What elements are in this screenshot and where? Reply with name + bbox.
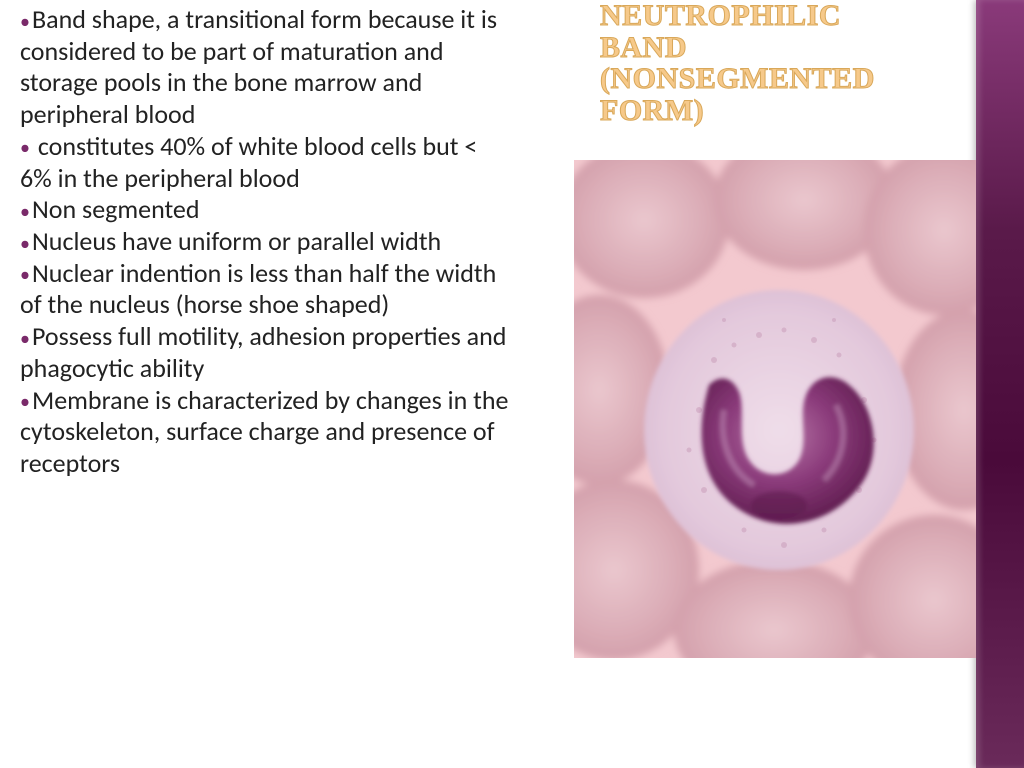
title-line: FORM) [600, 95, 980, 127]
list-item: • constitutes 40% of white blood cells b… [20, 131, 510, 194]
bullet-text: Nuclear indention is less than half the … [20, 257, 496, 321]
bullet-icon: • [20, 327, 32, 351]
bullet-text: Band shape, a transitional form because … [20, 3, 497, 130]
list-item: •Non segmented [20, 194, 510, 226]
bullet-list: •Band shape, a transitional form because… [20, 4, 510, 480]
bullet-icon: • [20, 390, 32, 414]
bullet-icon: • [20, 232, 32, 256]
neutrophil-band-micrograph [574, 160, 976, 658]
title-line: NEUTROPHILIC [600, 0, 980, 32]
bullet-text: constitutes 40% of white blood cells but… [20, 130, 477, 194]
bullet-icon: • [20, 136, 32, 160]
bullet-text: Possess full motility, adhesion properti… [20, 320, 506, 384]
bullet-icon: • [20, 263, 32, 287]
list-item: •Band shape, a transitional form because… [20, 4, 510, 131]
list-item: •Nuclear indention is less than half the… [20, 258, 510, 321]
bullet-icon: • [20, 200, 32, 224]
list-item: •Membrane is characterized by changes in… [20, 385, 510, 480]
slide-title: NEUTROPHILIC BAND (NONSEGMENTED FORM) [600, 0, 980, 126]
title-line: (NONSEGMENTED [600, 63, 980, 95]
bullet-icon: • [20, 10, 32, 34]
list-item: •Possess full motility, adhesion propert… [20, 321, 510, 384]
list-item: •Nucleus have uniform or parallel width [20, 226, 510, 258]
title-line: BAND [600, 32, 980, 64]
purple-side-band [976, 0, 1024, 768]
bullet-text: Membrane is characterized by changes in … [20, 384, 508, 479]
bullet-text: Nucleus have uniform or parallel width [32, 225, 441, 257]
micrograph-svg [574, 160, 976, 658]
bullet-text: Non segmented [32, 193, 200, 225]
slide: { "title": { "line1": "NEUTROPHILIC", "l… [0, 0, 1024, 768]
